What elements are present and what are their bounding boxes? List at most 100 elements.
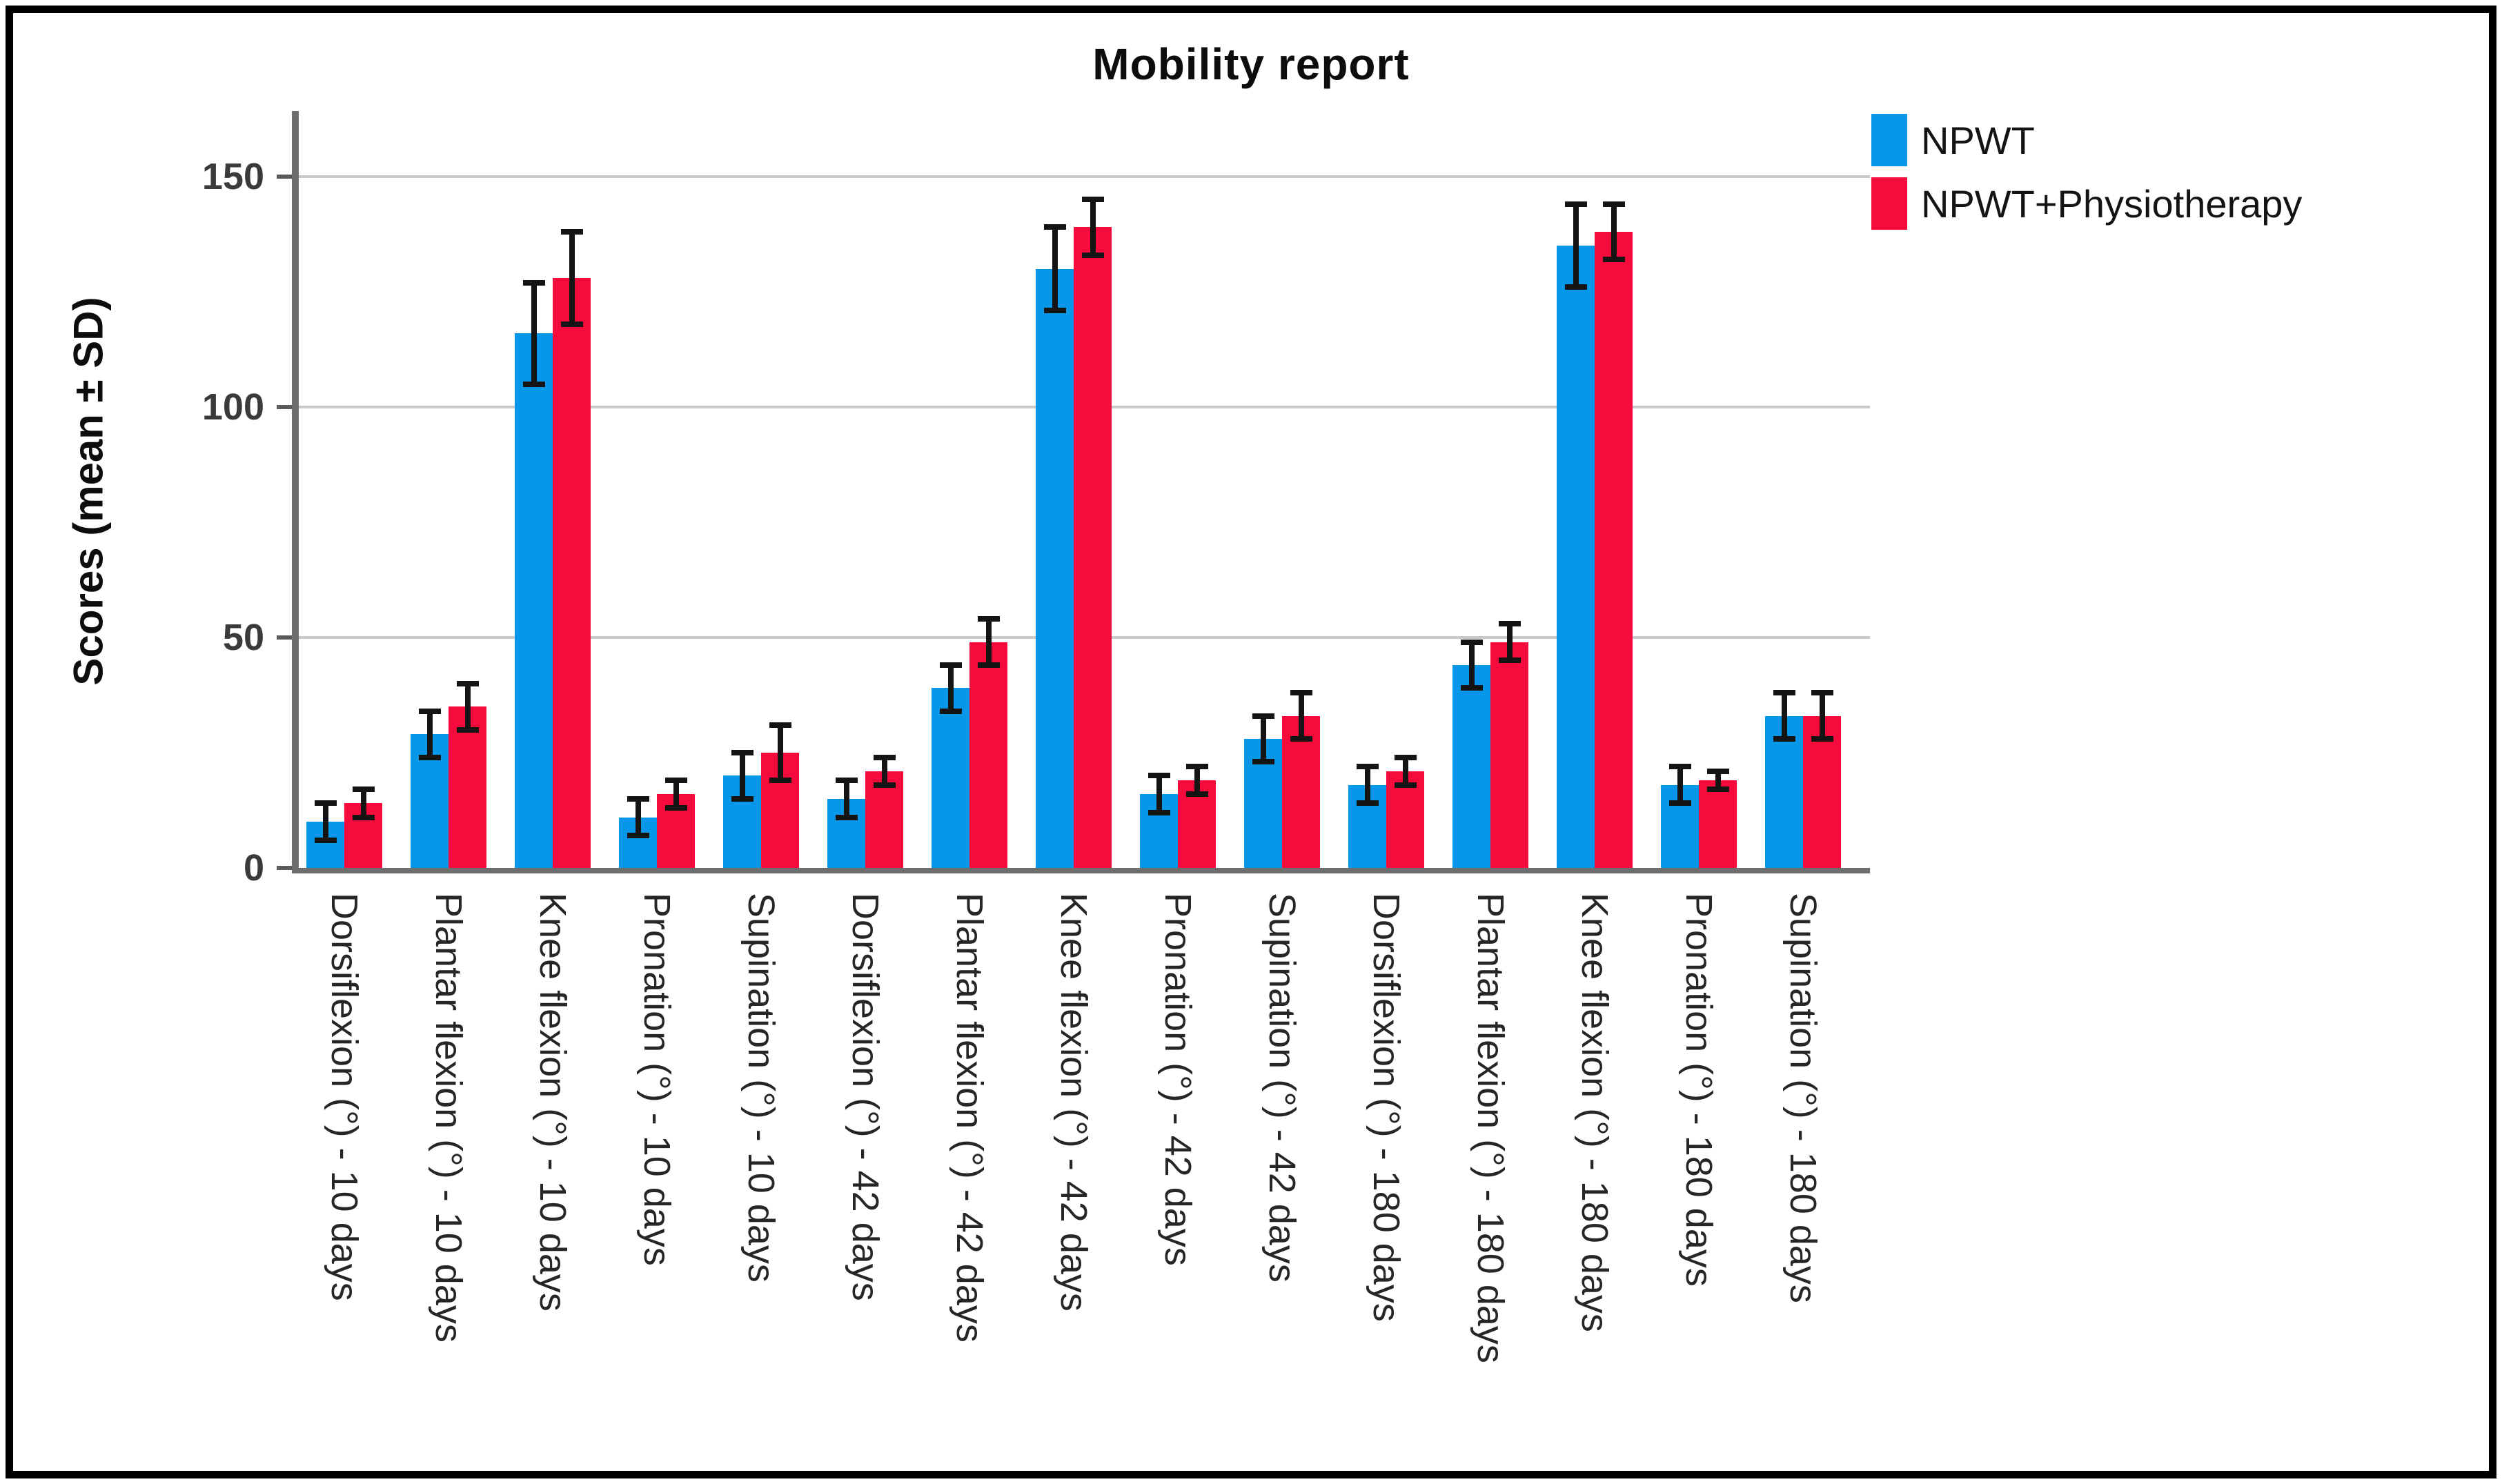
error-bar-cap xyxy=(1252,713,1274,719)
y-tick-mark xyxy=(277,405,292,409)
error-bar xyxy=(673,780,679,809)
error-bar-cap xyxy=(873,782,896,788)
error-bar xyxy=(777,724,783,781)
x-tick-label: Supination (°) - 10 days xyxy=(740,893,782,1283)
error-bar-cap xyxy=(664,805,687,811)
error-bar-cap xyxy=(314,837,337,843)
error-bar-cap xyxy=(1290,690,1312,696)
error-bar xyxy=(1364,766,1370,804)
error-bar-cap xyxy=(1773,735,1795,742)
x-tick-label: Pronation (°) - 180 days xyxy=(1678,893,1720,1287)
error-bar-cap xyxy=(352,814,375,820)
error-bar-cap xyxy=(835,814,858,820)
error-bar xyxy=(1677,766,1683,804)
error-bar xyxy=(1298,693,1304,739)
error-bar-cap xyxy=(1564,201,1587,208)
error-bar-cap xyxy=(1460,685,1483,691)
error-bar-cap xyxy=(1356,800,1379,807)
error-bar-cap xyxy=(731,795,753,802)
x-tick-label: Dorsiflexion (°) - 10 days xyxy=(324,893,365,1301)
chart-title: Mobility report xyxy=(1092,39,1410,89)
x-tick-label: Dorsiflexion (°) - 180 days xyxy=(1366,893,1407,1322)
error-bar xyxy=(1156,775,1162,813)
error-bar xyxy=(464,683,471,730)
y-tick-label: 150 xyxy=(201,156,264,197)
error-bar-cap xyxy=(456,726,479,733)
bar-series0-group6 xyxy=(932,688,969,868)
error-bar-cap xyxy=(456,680,479,686)
error-bar xyxy=(947,665,954,711)
error-bar-cap xyxy=(977,616,1000,622)
error-bar-cap xyxy=(1460,639,1483,645)
error-bar-cap xyxy=(1564,284,1587,290)
y-tick-mark xyxy=(277,635,292,640)
error-bar-cap xyxy=(560,321,583,327)
error-bar-cap xyxy=(1668,764,1691,770)
x-tick-label: Plantar flexion (°) - 180 days xyxy=(1470,893,1511,1363)
error-bar-cap xyxy=(769,722,791,728)
bar-series1-group6 xyxy=(969,642,1007,868)
error-bar xyxy=(1468,642,1475,689)
bar-series1-group13 xyxy=(1699,780,1737,868)
x-tick-label: Dorsiflexion (°) - 42 days xyxy=(845,893,886,1301)
error-bar-cap xyxy=(418,754,441,760)
error-bar-cap xyxy=(873,754,896,760)
y-tick-label: 50 xyxy=(222,617,264,658)
error-bar xyxy=(531,282,537,384)
error-bar xyxy=(985,619,992,666)
gridline-150 xyxy=(299,175,1870,178)
error-bar xyxy=(1090,199,1096,255)
error-bar-cap xyxy=(1706,768,1729,774)
error-bar-cap xyxy=(352,786,375,793)
error-bar-cap xyxy=(522,381,545,387)
x-tick-label: Supination (°) - 42 days xyxy=(1261,893,1303,1283)
bar-series0-group11 xyxy=(1452,665,1490,868)
x-tick-label: Plantar flexion (°) - 10 days xyxy=(428,893,469,1343)
error-bar-cap xyxy=(1081,197,1104,203)
bar-series1-group7 xyxy=(1074,227,1112,868)
y-axis-title: Scores (mean ± SD) xyxy=(65,297,112,686)
error-bar-cap xyxy=(627,833,649,839)
error-bar-cap xyxy=(1185,791,1208,798)
x-tick-label: Knee flexion (°) - 42 days xyxy=(1053,893,1094,1312)
error-bar-cap xyxy=(1147,773,1170,779)
error-bar-cap xyxy=(522,279,545,286)
error-bar-cap xyxy=(1394,782,1417,788)
error-bar-cap xyxy=(1394,754,1417,760)
y-tick-label: 0 xyxy=(243,847,264,889)
error-bar-cap xyxy=(1147,809,1170,815)
error-bar xyxy=(360,789,366,818)
error-bar xyxy=(1715,771,1721,790)
bar-series0-group2 xyxy=(515,333,553,868)
error-bar xyxy=(1052,227,1058,310)
error-bar xyxy=(881,757,887,785)
x-tick-label: Knee flexion (°) - 10 days xyxy=(532,893,573,1312)
error-bar xyxy=(1573,204,1579,288)
error-bar xyxy=(1260,715,1266,762)
error-bar-cap xyxy=(560,229,583,235)
error-bar xyxy=(1402,757,1408,785)
error-bar-cap xyxy=(1290,735,1312,742)
plot-area: 0 50 100 150 Dorsiflexion (°) - 10 days Plant… xyxy=(202,111,1870,1363)
error-bar xyxy=(1819,693,1825,739)
y-tick-mark xyxy=(277,175,292,179)
error-bar xyxy=(635,798,641,836)
x-tick-label: Supination (°) - 180 days xyxy=(1782,893,1824,1303)
error-bar xyxy=(843,780,849,818)
legend-item: NPWT xyxy=(1871,114,2302,166)
y-tick-mark xyxy=(277,866,292,870)
legend: NPWT NPWT+Physiotherapy xyxy=(1871,114,2302,241)
error-bar xyxy=(322,803,328,840)
error-bar xyxy=(1610,204,1617,260)
x-tick-label: Pronation (°) - 42 days xyxy=(1157,893,1199,1266)
error-bar-cap xyxy=(1773,690,1795,696)
error-bar xyxy=(1194,766,1200,795)
x-tick-label: Plantar flexion (°) - 42 days xyxy=(949,893,990,1343)
error-bar-cap xyxy=(1602,201,1625,208)
error-bar-cap xyxy=(1356,764,1379,770)
x-tick-label: Pronation (°) - 10 days xyxy=(636,893,678,1266)
error-bar-cap xyxy=(418,708,441,714)
error-bar-cap xyxy=(977,662,1000,669)
error-bar-cap xyxy=(627,795,649,802)
y-tick-label: 100 xyxy=(201,386,264,428)
